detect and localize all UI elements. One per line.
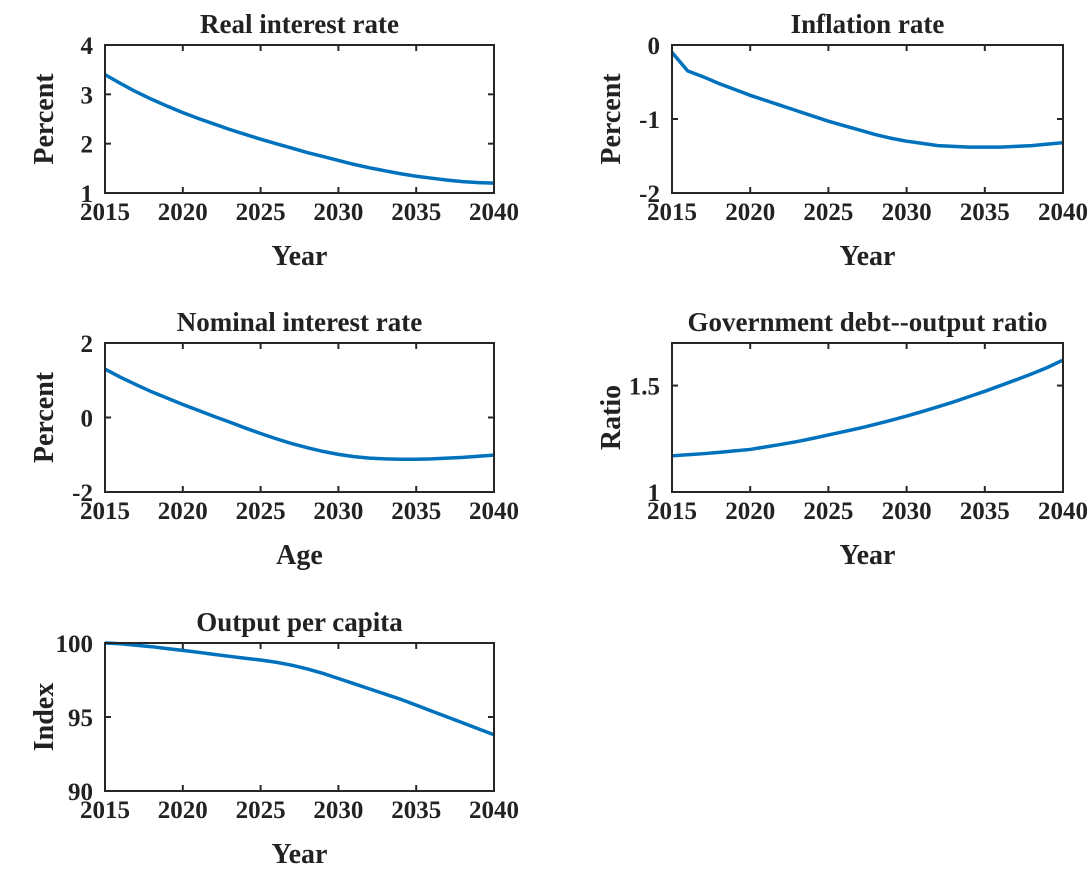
chart-title: Output per capita [196, 607, 403, 637]
x-tick-label: 2020 [158, 199, 208, 226]
y-axis-label: Percent [29, 371, 60, 463]
y-tick-label: -2 [639, 181, 660, 208]
x-tick-label: 2035 [391, 498, 441, 525]
x-tick-label: 2025 [236, 199, 286, 226]
axes-background [672, 343, 1063, 492]
x-tick-label: 2030 [313, 797, 363, 824]
x-axis-label: Age [276, 540, 323, 571]
x-tick-label: 2030 [313, 199, 363, 226]
x-tick-label: 2025 [236, 797, 286, 824]
y-tick-label: 0 [648, 33, 661, 60]
x-tick-label: 2035 [960, 498, 1010, 525]
x-tick-label: 2020 [725, 199, 775, 226]
x-axis-label: Year [272, 241, 328, 272]
x-tick-label: 2035 [391, 199, 441, 226]
axes-background [105, 45, 494, 193]
x-tick-label: 2040 [1038, 199, 1088, 226]
y-axis-label: Ratio [596, 385, 627, 450]
x-tick-label: 2025 [236, 498, 286, 525]
x-axis-label: Year [840, 241, 896, 272]
axes-box [671, 342, 1064, 493]
y-axis-label: Percent [29, 73, 60, 165]
x-tick-label: 2035 [391, 797, 441, 824]
y-tick-label: -1 [639, 107, 660, 134]
data-line [670, 51, 1064, 149]
x-tick-label: 2015 [647, 199, 697, 226]
x-tick-label: 2040 [469, 797, 519, 824]
chart-title: Nominal interest rate [177, 307, 422, 337]
x-tick-label: 2025 [803, 199, 853, 226]
y-tick-label: 2 [81, 331, 94, 358]
x-tick-label: 2035 [960, 199, 1010, 226]
axes-background [105, 343, 494, 492]
x-tick-label: 2020 [725, 498, 775, 525]
chart-title: Government debt--output ratio [688, 307, 1048, 337]
y-tick-label: 0 [81, 406, 94, 433]
x-tick-label: 2030 [882, 498, 932, 525]
y-tick-label: 3 [81, 82, 94, 109]
y-tick-label: 90 [68, 779, 93, 806]
y-axis-label: Index [29, 683, 60, 751]
data-line [104, 367, 495, 461]
x-tick-label: 2040 [469, 498, 519, 525]
y-tick-label: 1.5 [629, 374, 660, 401]
y-tick-label: 100 [56, 631, 94, 658]
chart-title: Inflation rate [791, 9, 945, 39]
x-axis-label: Year [840, 540, 896, 571]
y-tick-label: 1 [648, 480, 661, 507]
y-tick-label: -2 [72, 480, 93, 507]
x-tick-label: 2030 [313, 498, 363, 525]
x-tick-label: 2015 [80, 498, 130, 525]
y-axis-label: Percent [596, 73, 627, 165]
x-axis-label: Year [272, 839, 328, 870]
x-tick-label: 2015 [80, 199, 130, 226]
data-line [671, 358, 1064, 458]
axes-background [672, 45, 1063, 193]
axes-box [104, 44, 495, 194]
x-tick-label: 2020 [158, 797, 208, 824]
data-line [104, 73, 495, 185]
chart-title: Real interest rate [200, 9, 399, 39]
y-tick-label: 1 [81, 181, 94, 208]
x-tick-label: 2040 [1038, 498, 1088, 525]
x-tick-label: 2020 [158, 498, 208, 525]
y-tick-label: 2 [81, 132, 94, 159]
data-line [104, 641, 495, 737]
y-tick-label: 4 [81, 33, 94, 60]
x-tick-label: 2030 [882, 199, 932, 226]
x-tick-label: 2040 [469, 199, 519, 226]
x-tick-label: 2015 [647, 498, 697, 525]
x-tick-label: 2025 [803, 498, 853, 525]
axes-background [105, 643, 494, 791]
x-tick-label: 2015 [80, 797, 130, 824]
y-tick-label: 95 [68, 705, 93, 732]
